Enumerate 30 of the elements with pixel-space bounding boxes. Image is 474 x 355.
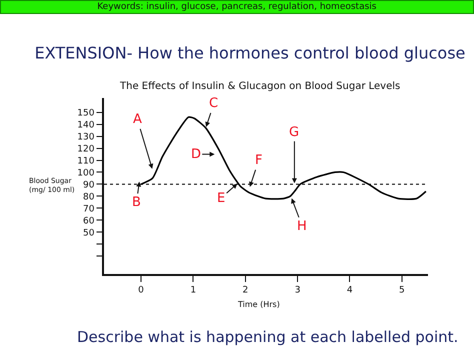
x-tick-label: 1 (190, 286, 196, 296)
chart-title: EXTENSION- How the hormones control blood glucose (34, 44, 466, 63)
annotation: A (133, 112, 142, 127)
y-tick-label: 80 (82, 192, 95, 202)
annotation: G (289, 125, 300, 140)
x-tick-label: 2 (242, 286, 248, 296)
y-tick-label: 140 (77, 120, 95, 130)
y-tick-label: 150 (77, 108, 95, 119)
annotation: E (217, 191, 226, 206)
y-tick-label: 100 (77, 168, 95, 178)
y-tick-label: 130 (77, 132, 95, 142)
annotation: B (132, 195, 141, 210)
annotation: C (209, 96, 218, 111)
y-tick-label: 110 (77, 156, 95, 166)
y-tick-label: 70 (82, 204, 95, 214)
x-axis-title: Time (Hrs) (237, 300, 280, 309)
x-tick-label: 3 (294, 286, 300, 296)
annotation: D (191, 147, 202, 162)
text: Describe what is happening at each labelled point. (77, 328, 458, 346)
annotation: F (255, 153, 262, 168)
y-tick-label: 90 (82, 180, 95, 190)
x-tick-label: 5 (399, 286, 405, 296)
y-tick-label: 50 (82, 228, 95, 238)
x-tick-label: 4 (346, 286, 353, 296)
text: Keywords: insulin, glucose, pancreas, regulation, homeostasis (97, 2, 377, 12)
y-tick-label: 120 (77, 144, 95, 154)
y-tick-label: 60 (82, 216, 95, 226)
x-tick-label: 0 (138, 286, 144, 296)
chart-subtitle: The Effects of Insulin & Glucagon on Blood Sugar Levels (119, 81, 400, 92)
annotation: H (297, 219, 307, 234)
